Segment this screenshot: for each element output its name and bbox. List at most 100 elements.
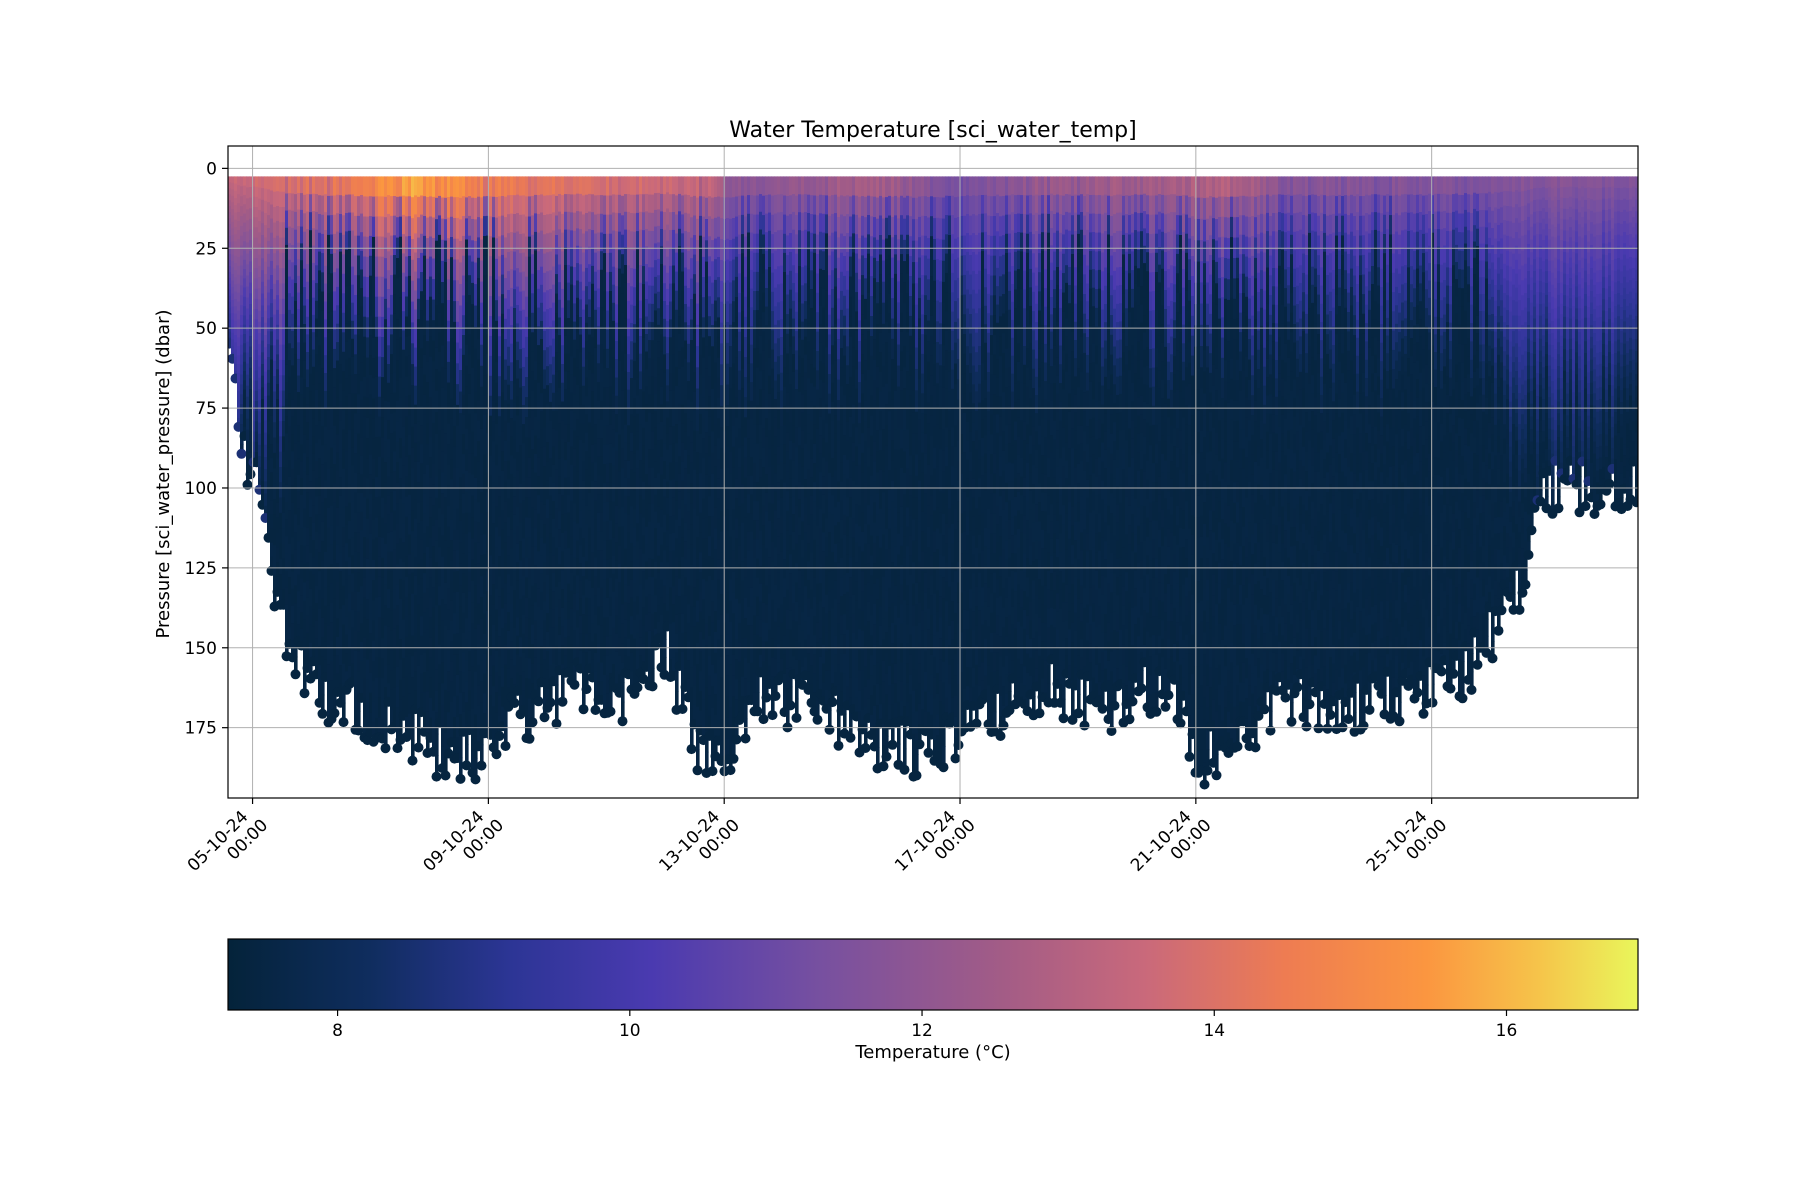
temperature-cell [633,435,637,455]
temperature-cell [429,276,433,298]
temperature-cell [642,607,646,627]
temperature-cell [357,552,361,573]
temperature-cell [357,235,361,257]
temperature-cell [318,495,322,516]
temperature-cell [699,671,703,692]
temperature-cell [429,457,433,478]
temperature-cell [546,650,550,671]
temperature-cell [711,325,715,348]
temperature-cell [375,376,379,398]
temperature-cell [723,622,727,645]
temperature-cell [288,527,292,545]
temperature-cell [543,504,547,525]
temperature-cell [408,196,412,217]
temperature-cell [567,282,571,302]
temperature-cell [657,242,661,260]
temperature-cell [387,551,391,572]
temperature-cell [384,196,388,218]
temperature-cell [651,650,655,669]
temperature-cell [696,537,700,559]
temperature-cell [684,340,688,360]
temperature-cell [597,606,601,626]
temperature-cell [372,216,376,238]
temperature-cell [519,330,523,350]
temperature-cell [675,519,679,540]
temperature-cell [570,590,574,610]
temperature-cell [228,331,232,339]
temperature-cell [234,270,238,279]
temperature-cell [420,348,424,369]
temperature-cell [513,458,517,479]
deepest-point [236,448,247,459]
temperature-cell [387,382,391,403]
temperature-cell [678,281,682,300]
temperature-cell [531,488,535,509]
temperature-cell [444,732,448,755]
profile-column [434,176,445,728]
temperature-cell [699,196,703,217]
temperature-cell [480,386,484,409]
temperature-cell [459,735,463,759]
temperature-cell [228,188,232,196]
temperature-cell [687,604,691,624]
temperature-cell [336,213,340,233]
temperature-cell [441,493,445,516]
temperature-cell [678,193,682,213]
profile-column [506,176,517,702]
temperature-cell [633,657,637,677]
temperature-cell [621,429,625,450]
temperature-cell [504,278,508,300]
temperature-cell [387,608,391,628]
temperature-cell [645,211,649,230]
temperature-cell [606,425,610,446]
temperature-cell [495,733,499,755]
temperature-cell [387,664,391,684]
temperature-cell [369,355,373,376]
temperature-cell [495,197,499,219]
temperature-cell [597,681,601,701]
temperature-cell [330,680,334,701]
temperature-cell [693,332,697,354]
temperature-cell [318,665,322,685]
temperature-cell [288,176,292,194]
temperature-cell [717,257,721,278]
temperature-cell [438,293,442,314]
temperature-cell [669,426,673,446]
temperature-cell [465,491,469,514]
temperature-cell [432,176,436,198]
temperature-cell [273,268,277,285]
temperature-cell [483,713,487,734]
temperature-cell [705,538,709,561]
temperature-cell [441,408,445,431]
temperature-cell [516,268,520,288]
temperature-cell [618,600,622,620]
temperature-cell [423,275,427,297]
temperature-cell [306,176,310,195]
temperature-cell [522,290,526,311]
temperature-cell [492,604,496,626]
temperature-cell [372,398,376,420]
temperature-cell [360,530,364,550]
temperature-cell [432,587,436,609]
temperature-cell [600,587,604,608]
temperature-cell [519,598,523,619]
temperature-cell [633,546,637,566]
temperature-cell [261,246,265,260]
temperature-cell [441,260,445,283]
temperature-cell [228,313,232,321]
temperature-cell [708,276,712,298]
temperature-cell [267,395,271,410]
temperature-cell [555,235,559,256]
temperature-cell [462,434,466,455]
temperature-cell [483,335,487,357]
temperature-cell [492,482,496,504]
temperature-cell [426,505,430,528]
temperature-cell [432,443,436,465]
temperature-cell [297,209,301,227]
temperature-cell [291,502,295,521]
temperature-cell [456,550,460,572]
temperature-cell [300,628,304,647]
temperature-cell [564,495,568,514]
temperature-cell [423,493,427,515]
profile-column [269,176,280,612]
